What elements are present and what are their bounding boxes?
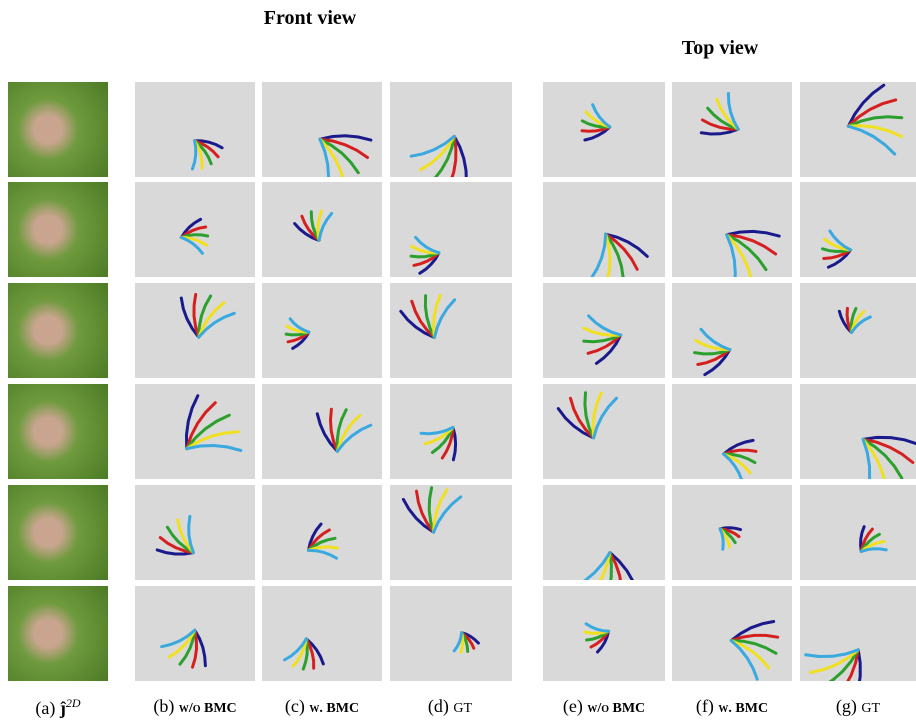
caption: (g) GT <box>836 696 880 717</box>
skeleton-view <box>390 82 512 177</box>
finger-bone <box>861 549 886 552</box>
caption-label: (c) <box>285 696 305 716</box>
finger-bone <box>434 497 461 532</box>
caption-label: (a) <box>35 698 55 718</box>
skeleton-view <box>672 384 792 479</box>
skeleton-view <box>135 586 255 681</box>
skeleton-view <box>390 586 512 681</box>
hand-photo <box>8 384 108 479</box>
skeleton-view <box>672 182 792 277</box>
skeleton-view <box>800 82 916 177</box>
skeleton-view <box>543 283 665 378</box>
skeleton-view <box>390 283 512 378</box>
skeleton-view <box>390 182 512 277</box>
skeleton-view <box>135 485 255 580</box>
skeleton-view <box>543 82 665 177</box>
figure: Front view Top view (a) ĵ2D (b) w/o BMC (c… <box>0 0 916 722</box>
hand-photo <box>8 586 108 681</box>
caption-sup: 2D <box>66 696 81 710</box>
skeleton-view <box>800 283 916 378</box>
hand-photo <box>8 182 108 277</box>
skeleton-view <box>672 82 792 177</box>
finger-bone <box>575 553 610 580</box>
caption-label: (d) <box>428 696 449 716</box>
skeleton-view <box>672 586 792 681</box>
skeleton-view <box>262 82 382 177</box>
caption: (b) w/o BMC <box>153 696 236 717</box>
caption-label: (e) <box>563 696 583 716</box>
skeleton-view <box>135 283 255 378</box>
skeleton-view <box>135 182 255 277</box>
caption-label: (b) <box>153 696 174 716</box>
skeleton-view <box>262 384 382 479</box>
skeleton-view <box>262 485 382 580</box>
finger-bone <box>720 529 723 549</box>
skeleton-view <box>543 485 665 580</box>
hand-photo <box>8 283 108 378</box>
finger-bone <box>591 234 606 277</box>
caption: (f) w. BMC <box>696 696 768 717</box>
skeleton-view <box>800 485 916 580</box>
caption-text: GT <box>861 701 880 716</box>
finger-bone <box>309 550 337 558</box>
front-view-header: Front view <box>260 4 360 32</box>
finger-bone <box>586 624 608 631</box>
caption: (d) GT <box>428 696 472 717</box>
caption-text: w/o BMC <box>179 701 237 716</box>
skeleton-view <box>672 283 792 378</box>
skeleton-view <box>262 586 382 681</box>
hand-photo <box>8 485 108 580</box>
caption: (a) ĵ2D <box>35 696 80 719</box>
finger-bone <box>187 446 241 451</box>
skeleton-view <box>800 586 916 681</box>
caption-text: w. BMC <box>718 701 768 716</box>
skeleton-view <box>390 485 512 580</box>
top-view-header: Top view <box>640 34 800 62</box>
skeleton-view <box>262 182 382 277</box>
skeleton-view <box>543 384 665 479</box>
skeleton-view <box>800 384 916 479</box>
finger-bone <box>192 141 195 169</box>
caption: (e) w/o BMC <box>563 696 645 717</box>
skeleton-view <box>672 485 792 580</box>
skeleton-view <box>135 384 255 479</box>
skeleton-view <box>800 182 916 277</box>
hand-photo <box>8 82 108 177</box>
caption-text: w. BMC <box>309 701 359 716</box>
finger-bone <box>610 553 638 580</box>
caption-label: (g) <box>836 696 857 716</box>
caption-label: (f) <box>696 696 714 716</box>
skeleton-view <box>135 82 255 177</box>
skeleton-view <box>543 182 665 277</box>
caption: (c) w. BMC <box>285 696 359 717</box>
skeleton-view <box>390 384 512 479</box>
skeleton-view <box>262 283 382 378</box>
skeleton-view <box>543 586 665 681</box>
caption-text: w/o BMC <box>587 701 645 716</box>
caption-text: GT <box>453 701 472 716</box>
